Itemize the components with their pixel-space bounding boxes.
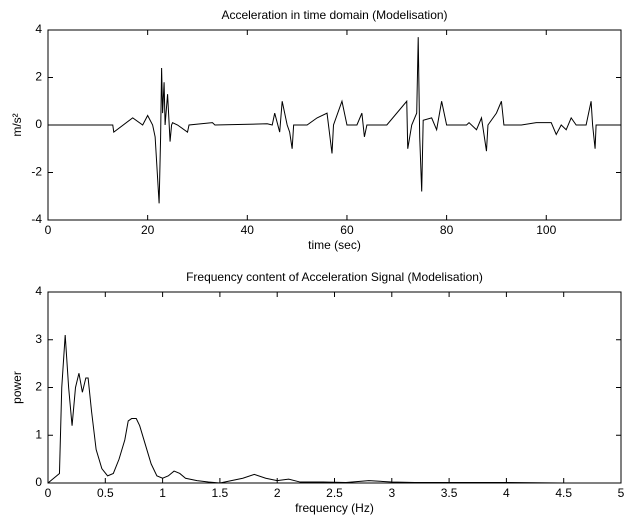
- y-tick-label: -2: [31, 165, 42, 179]
- y-axis-label: power: [10, 371, 24, 404]
- y-tick-label: 4: [35, 284, 42, 298]
- chart-title: Frequency content of Acceleration Signal…: [186, 270, 483, 284]
- x-tick-label: 0.5: [97, 486, 114, 500]
- x-tick-label: 0: [45, 486, 52, 500]
- x-tick-label: 2: [274, 486, 281, 500]
- y-tick-label: 0: [35, 117, 42, 131]
- axes-box: [47, 291, 622, 484]
- data-line: [47, 334, 621, 484]
- x-tick-label: 4: [503, 486, 510, 500]
- chart-title: Acceleration in time domain (Modelisatio…: [221, 8, 447, 22]
- x-tick-label: 5: [618, 486, 625, 500]
- x-tick-label: 1.5: [212, 486, 229, 500]
- axes-box: [47, 29, 622, 221]
- x-tick-label: 0: [45, 223, 52, 237]
- y-axis-label: m/s²: [10, 113, 24, 136]
- y-tick-label: 2: [35, 380, 42, 394]
- x-tick-label: 60: [340, 223, 354, 237]
- y-tick-label: 3: [35, 332, 42, 346]
- x-tick-label: 40: [241, 223, 255, 237]
- x-axis-label: time (sec): [308, 238, 361, 252]
- x-tick-label: 3: [388, 486, 395, 500]
- y-tick-label: 2: [35, 70, 42, 84]
- y-tick-label: 4: [35, 22, 42, 36]
- y-tick-label: -4: [31, 212, 42, 226]
- x-tick-label: 100: [536, 223, 556, 237]
- x-tick-label: 1: [159, 486, 166, 500]
- y-tick-label: 1: [35, 427, 42, 441]
- data-line: [48, 37, 621, 204]
- x-tick-label: 4.5: [555, 486, 572, 500]
- x-axis-label: frequency (Hz): [295, 501, 374, 515]
- x-tick-label: 80: [440, 223, 454, 237]
- y-tick-label: 0: [35, 475, 42, 489]
- x-tick-label: 20: [141, 223, 155, 237]
- x-tick-label: 3.5: [441, 486, 458, 500]
- x-tick-label: 2.5: [326, 486, 343, 500]
